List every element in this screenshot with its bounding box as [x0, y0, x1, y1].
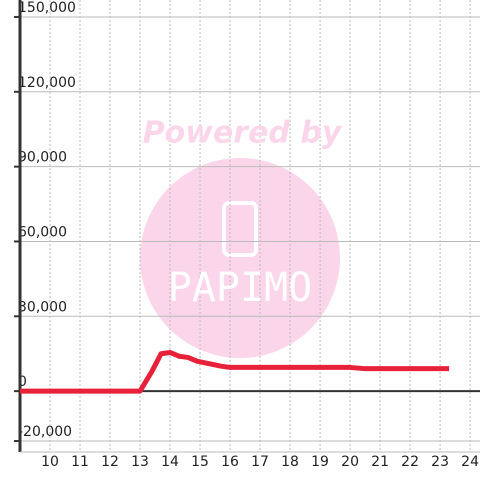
- x-tick-label: 23: [431, 454, 449, 470]
- watermark-text: Powered by: [143, 116, 343, 151]
- x-tick-label: 18: [281, 454, 299, 470]
- x-tick-label: 12: [101, 454, 119, 470]
- y-tick-label: 90,000: [18, 150, 67, 166]
- y-tick-label: 30,000: [18, 299, 67, 315]
- y-tick-label: 120,000: [18, 75, 76, 91]
- x-tick-label: 14: [161, 454, 179, 470]
- x-tick-label: 15: [191, 454, 209, 470]
- x-tick-label: 19: [311, 454, 329, 470]
- x-tick-label: 10: [41, 454, 59, 470]
- x-tick-label: 21: [371, 454, 389, 470]
- y-tick-label: -20,000: [18, 424, 72, 440]
- watermark-text: PAPIMO: [168, 265, 313, 311]
- y-tick-label: 60,000: [18, 224, 67, 240]
- x-tick-label: 11: [71, 454, 89, 470]
- x-tick-label: 24: [461, 454, 479, 470]
- x-tick-label: 13: [131, 454, 149, 470]
- x-tick-label: 16: [221, 454, 239, 470]
- watermark-icon: [222, 201, 258, 257]
- line: [20, 349, 450, 394]
- x-tick-label: 20: [341, 454, 359, 470]
- y-tick-label: 150,000: [18, 0, 76, 16]
- x-tick-label: 17: [251, 454, 269, 470]
- x-tick-label: 22: [401, 454, 419, 470]
- y-tick-label: 0: [18, 374, 27, 390]
